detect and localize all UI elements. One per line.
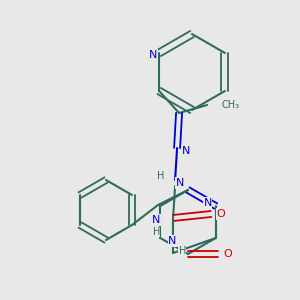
Text: H: H: [153, 227, 160, 237]
Text: N: N: [203, 198, 212, 208]
Text: N: N: [182, 146, 190, 156]
Text: N: N: [168, 236, 176, 246]
Text: N: N: [152, 215, 160, 225]
Text: O: O: [217, 209, 226, 219]
Text: H: H: [178, 246, 186, 256]
Text: N: N: [149, 50, 157, 60]
Text: N: N: [176, 178, 184, 188]
Text: CH₃: CH₃: [221, 100, 239, 110]
Text: H: H: [158, 171, 165, 181]
Text: O: O: [224, 249, 232, 259]
